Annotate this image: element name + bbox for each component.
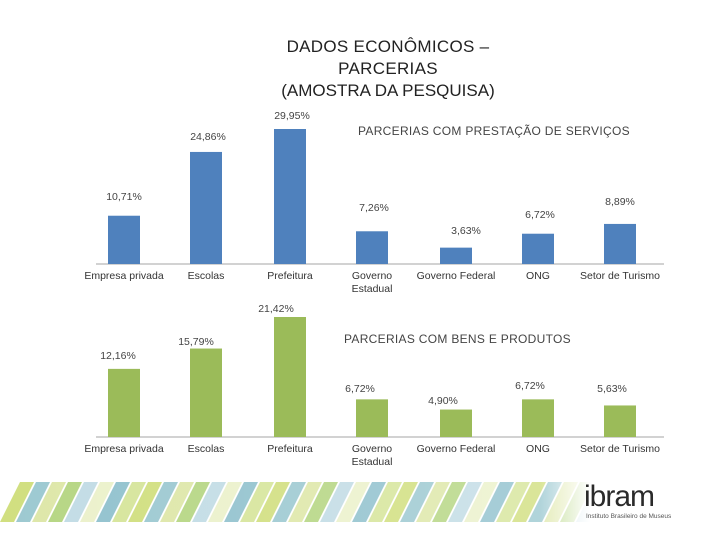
tick-label: Prefeitura	[267, 270, 313, 282]
data-label: 4,90%	[428, 395, 458, 407]
data-label: 15,79%	[178, 336, 214, 348]
bar-governo-estadual	[356, 231, 388, 264]
bar-setor-de-turismo	[604, 223, 636, 264]
tick-label: Setor de Turismo	[580, 270, 660, 282]
tick-label: Empresa privada	[84, 270, 164, 282]
bar-prefeitura	[274, 317, 306, 437]
tick-label: Governo Estadual	[352, 443, 393, 468]
bar-setor-de-turismo	[604, 405, 636, 437]
bar-governo-federal	[440, 247, 472, 264]
bar-escolas	[190, 151, 222, 264]
ibram-logo: ibram Instituto Brasileiro de Museus	[584, 480, 704, 524]
data-label: 6,72%	[525, 209, 555, 221]
logo-tagline: Instituto Brasileiro de Museus	[586, 513, 672, 520]
data-label: 7,26%	[359, 202, 389, 214]
logo-wordmark: ibram	[584, 480, 655, 513]
tick-label: Governo Estadual	[352, 270, 393, 295]
tick-label: Empresa privada	[84, 443, 164, 455]
footer-decorative-band	[0, 482, 720, 522]
bar-ong	[522, 399, 554, 437]
tick-label: Escolas	[188, 443, 225, 455]
tick-label: Governo Federal	[417, 270, 496, 282]
bar-escolas	[190, 348, 222, 437]
tick-label: Setor de Turismo	[580, 443, 660, 455]
slide-title-line3: (AMOSTRA DA PESQUISA)	[281, 81, 495, 100]
bar-ong	[522, 233, 554, 264]
data-label: 3,63%	[451, 225, 481, 237]
data-label: 24,86%	[190, 131, 226, 143]
bar-governo-federal	[440, 409, 472, 437]
tick-label: ONG	[526, 443, 550, 455]
charts-canvas: PARCERIAS COM PRESTAÇÃO DE SERVIÇOS 10,71…	[84, 110, 664, 468]
tick-label: ONG	[526, 270, 550, 282]
data-label: 10,71%	[106, 191, 142, 203]
bar-empresa-privada	[108, 215, 140, 264]
chart-prestacao-servicos: PARCERIAS COM PRESTAÇÃO DE SERVIÇOS 10,71…	[84, 110, 664, 295]
tick-label: Prefeitura	[267, 443, 313, 455]
chart-bens-produtos: PARCERIAS COM BENS E PRODUTOS 12,16% Empre…	[84, 303, 664, 468]
data-label: 12,16%	[100, 350, 136, 362]
tick-label: Governo Federal	[417, 443, 496, 455]
slide-title-line2: PARCERIAS	[338, 59, 438, 78]
data-label: 29,95%	[274, 110, 310, 122]
chart-title: PARCERIAS COM PRESTAÇÃO DE SERVIÇOS	[358, 124, 630, 138]
data-label: 5,63%	[597, 383, 627, 395]
data-label: 6,72%	[515, 380, 545, 392]
data-label: 8,89%	[605, 196, 635, 208]
chart-title: PARCERIAS COM BENS E PRODUTOS	[344, 332, 571, 346]
bar-governo-estadual	[356, 399, 388, 437]
tick-label: Escolas	[188, 270, 225, 282]
bar-prefeitura	[274, 129, 306, 264]
data-label: 21,42%	[258, 303, 294, 315]
slide-title-line1: DADOS ECONÔMICOS –	[286, 37, 490, 56]
data-label: 6,72%	[345, 383, 375, 395]
slide-title: DADOS ECONÔMICOS – PARCERIAS (AMOSTRA DA…	[200, 36, 576, 102]
bar-empresa-privada	[108, 368, 140, 437]
